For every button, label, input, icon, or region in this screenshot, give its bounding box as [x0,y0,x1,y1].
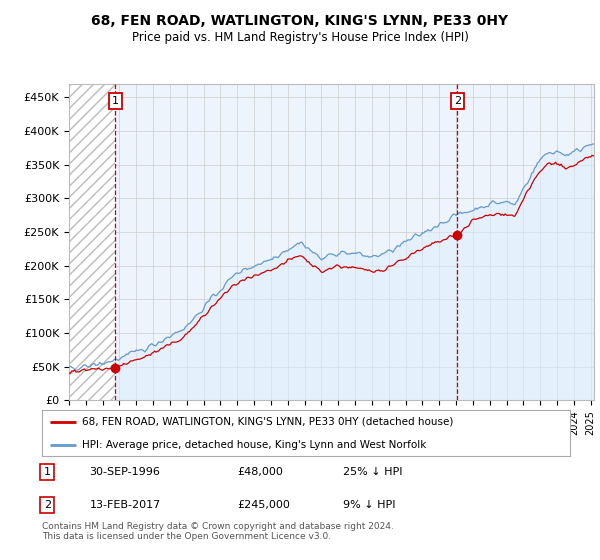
Text: 30-SEP-1996: 30-SEP-1996 [89,467,160,477]
Text: 68, FEN ROAD, WATLINGTON, KING'S LYNN, PE33 0HY: 68, FEN ROAD, WATLINGTON, KING'S LYNN, P… [91,14,509,28]
Text: £245,000: £245,000 [238,500,290,510]
Bar [69,84,115,400]
Text: 2: 2 [454,96,461,106]
Text: 1: 1 [44,467,51,477]
Text: 68, FEN ROAD, WATLINGTON, KING'S LYNN, PE33 0HY (detached house): 68, FEN ROAD, WATLINGTON, KING'S LYNN, P… [82,417,453,427]
Text: Contains HM Land Registry data © Crown copyright and database right 2024.
This d: Contains HM Land Registry data © Crown c… [42,522,394,542]
Text: Price paid vs. HM Land Registry's House Price Index (HPI): Price paid vs. HM Land Registry's House … [131,31,469,44]
Text: £48,000: £48,000 [238,467,283,477]
Text: 9% ↓ HPI: 9% ↓ HPI [343,500,395,510]
Text: 1: 1 [112,96,119,106]
Text: 25% ↓ HPI: 25% ↓ HPI [343,467,403,477]
Text: 13-FEB-2017: 13-FEB-2017 [89,500,161,510]
Text: 2: 2 [44,500,51,510]
Text: HPI: Average price, detached house, King's Lynn and West Norfolk: HPI: Average price, detached house, King… [82,440,426,450]
